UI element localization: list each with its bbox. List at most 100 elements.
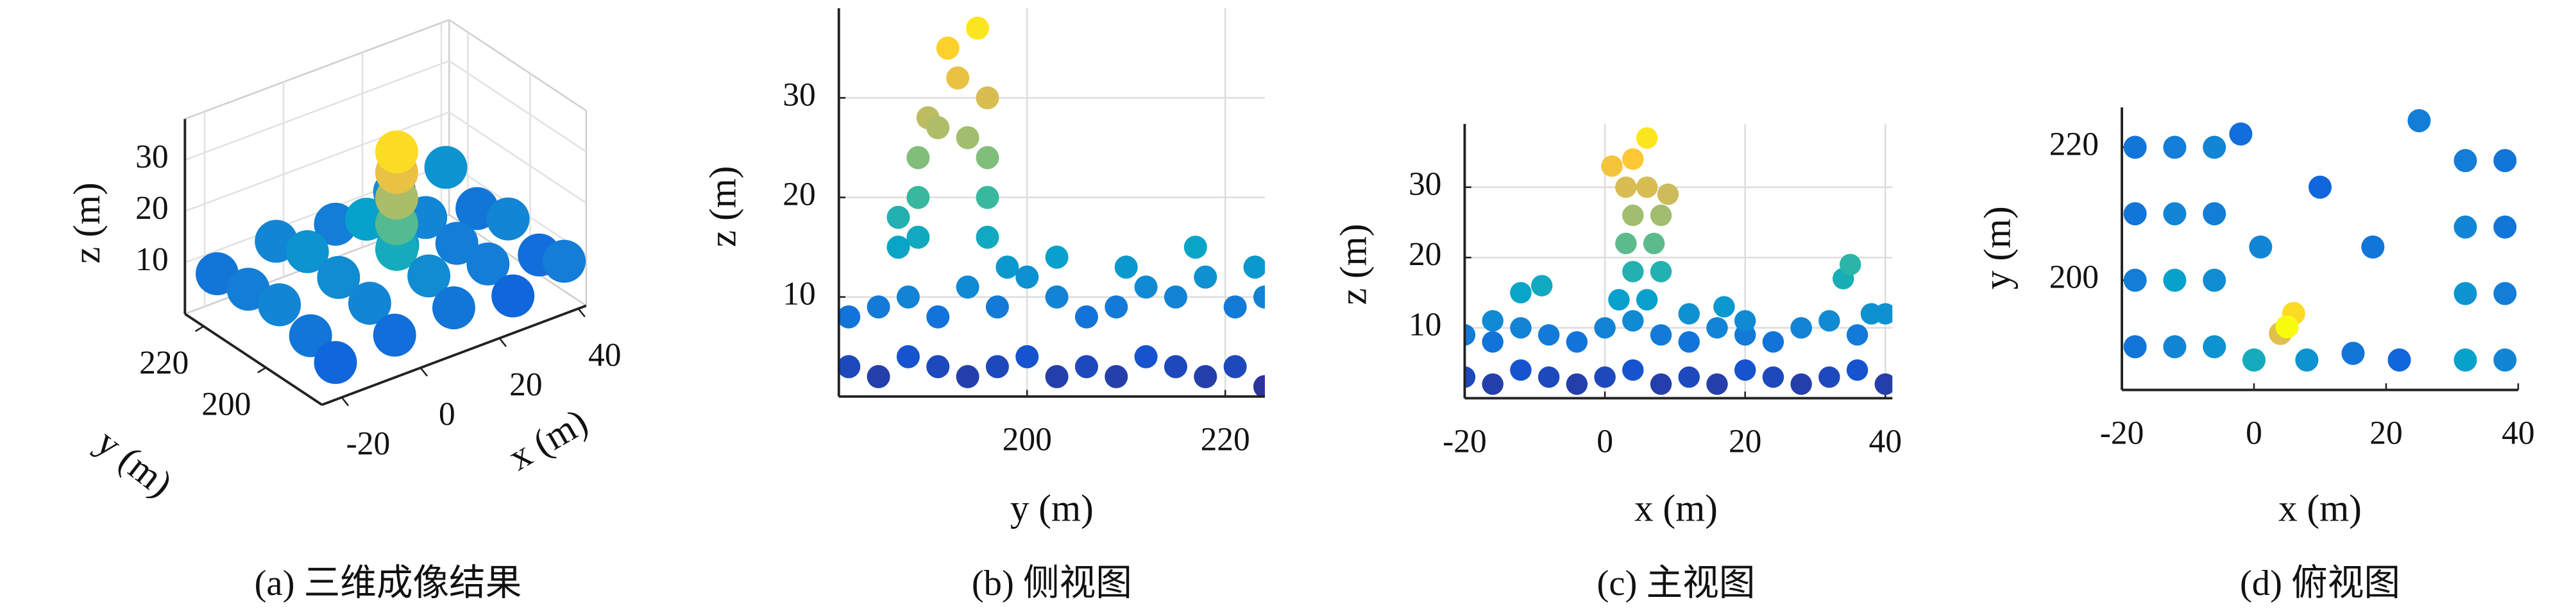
point [1482, 331, 1504, 353]
point [424, 146, 468, 189]
point [1839, 254, 1861, 275]
y-tick-label: 200 [201, 386, 251, 422]
point [976, 146, 999, 169]
point [985, 355, 1009, 379]
point [486, 197, 530, 241]
x-axis [321, 304, 587, 406]
point [926, 305, 950, 329]
y-axis-label: y (m) [1976, 206, 2019, 289]
grid-line [448, 111, 587, 204]
point [1622, 261, 1644, 282]
point [1045, 365, 1069, 388]
point [1636, 289, 1658, 311]
point [2407, 109, 2431, 133]
point [956, 126, 979, 150]
point [1510, 359, 1532, 381]
point [432, 286, 475, 330]
point [985, 295, 1009, 319]
point [956, 365, 979, 388]
point [2275, 315, 2299, 339]
point [466, 242, 510, 286]
point [886, 236, 910, 259]
point [2493, 215, 2517, 239]
box-edge [184, 19, 450, 120]
point [867, 295, 890, 319]
point [1015, 265, 1039, 289]
point [1762, 366, 1784, 388]
point [1183, 236, 1207, 259]
point [906, 185, 930, 209]
x-tick-label: 20 [509, 366, 542, 403]
x-tick-label: 40 [588, 337, 621, 374]
point [1874, 373, 1893, 395]
x-tick [577, 308, 586, 318]
x-tick-label: 0 [2246, 415, 2262, 451]
point [1538, 324, 1560, 346]
point [1678, 366, 1700, 388]
point [2229, 122, 2253, 146]
point [1706, 373, 1728, 395]
points [2123, 109, 2517, 372]
point [1860, 303, 1883, 325]
x-tick-label: 220 [1201, 422, 1250, 458]
x-tick-label: 200 [1003, 422, 1052, 458]
point [1608, 289, 1630, 311]
z-tick-label: 20 [135, 190, 168, 227]
point [1223, 355, 1247, 379]
point [1074, 355, 1098, 379]
y-tick-label: 220 [139, 345, 189, 381]
point [1074, 305, 1098, 329]
z-tick-label: 30 [135, 139, 168, 175]
point [1164, 355, 1187, 379]
point [1818, 366, 1840, 388]
point [1194, 265, 1217, 289]
point [1622, 359, 1644, 381]
point [1650, 324, 1672, 346]
points [838, 16, 1265, 397]
point [317, 255, 360, 299]
point [314, 341, 357, 384]
point [1650, 373, 1672, 395]
point [1482, 310, 1504, 332]
point [1510, 282, 1532, 304]
grid-line [448, 60, 587, 153]
point [936, 36, 960, 60]
point [1194, 365, 1217, 388]
point [1594, 317, 1616, 339]
point [1615, 176, 1637, 198]
point [1530, 275, 1553, 297]
point [1678, 331, 1700, 353]
x-tick [498, 338, 507, 347]
z-axis-label: z (m) [65, 182, 108, 264]
point [838, 305, 861, 329]
x-axis-label: y (m) [1010, 487, 1094, 529]
point [1762, 331, 1784, 353]
point [1243, 255, 1265, 279]
point [1045, 245, 1069, 269]
point [1538, 366, 1560, 388]
point [1510, 317, 1532, 339]
point [1622, 310, 1644, 332]
point [2361, 235, 2385, 259]
point [1482, 373, 1504, 395]
point [373, 313, 416, 357]
point [2123, 335, 2147, 359]
point [285, 230, 329, 273]
point [1650, 204, 1672, 227]
point [2493, 149, 2517, 173]
point [1622, 148, 1644, 170]
point [2163, 135, 2187, 159]
point [2308, 175, 2332, 199]
x-tick [419, 367, 428, 377]
point [2203, 335, 2226, 359]
caption: (c) 主视图 [1597, 564, 1756, 603]
y-axis-label: z (m) [1332, 224, 1375, 306]
point [1818, 310, 1840, 332]
point [1114, 255, 1138, 279]
point [996, 255, 1019, 279]
point [1650, 261, 1672, 282]
x-tick-label: -20 [1443, 423, 1487, 460]
point [1566, 331, 1588, 353]
y-axis-label: y (m) [89, 420, 180, 505]
